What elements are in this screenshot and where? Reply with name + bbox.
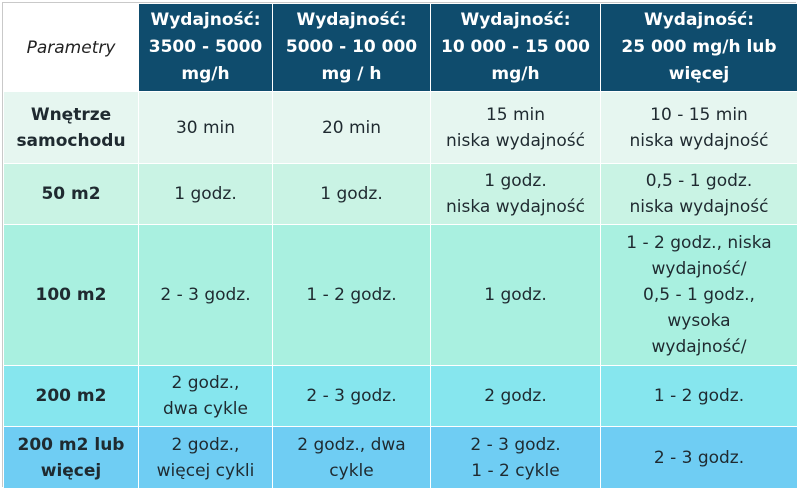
table-cell: 1 godz. bbox=[430, 224, 601, 366]
header-col-1-line-3: mg/h bbox=[181, 64, 230, 84]
table-cell: 2 godz., dwa cykle bbox=[272, 426, 431, 489]
table-cell: 2 - 3 godz. bbox=[138, 224, 273, 366]
cell-line: 1 godz. bbox=[174, 184, 237, 204]
cell-line: więcej cykli bbox=[156, 460, 255, 481]
header-col-3-line-1: Wydajność: bbox=[460, 10, 571, 30]
header-col-4-line-1: Wydajność: bbox=[643, 10, 755, 30]
table-cell: 15 min niska wydajność bbox=[430, 91, 601, 164]
table-cell: 1 godz. niska wydajność bbox=[430, 163, 601, 225]
cell-line: 1 godz. bbox=[484, 171, 547, 191]
row-label-50-m2: 50 m2 bbox=[3, 163, 139, 225]
cell-line: 2 - 3 godz. bbox=[653, 447, 745, 468]
table-row-200-m2: 200 m2 2 godz., dwa cykle 2 - 3 godz. 2 … bbox=[3, 365, 798, 427]
table-cell: 0,5 - 1 godz. niska wydajność bbox=[600, 163, 798, 225]
cell-line: 2 godz., bbox=[171, 373, 240, 393]
row-label-wnetrze-samochodu: Wnętrze samochodu bbox=[3, 91, 139, 164]
header-col-2-line-3: mg / h bbox=[321, 64, 382, 84]
cell-line: 2 - 3 godz. bbox=[306, 386, 397, 406]
header-col-2-line-2: 5000 - 10 000 bbox=[285, 37, 418, 57]
table-cell: 2 godz., więcej cykli bbox=[138, 426, 273, 489]
cell-line: 1 - 2 godz., niska bbox=[626, 233, 772, 253]
table-cell: 10 - 15 min niska wydajność bbox=[600, 91, 798, 164]
cell-line: 1 godz. bbox=[484, 285, 547, 305]
table-row-200-m2-lub-wiecej: 200 m2 lub więcej 2 godz., więcej cykli … bbox=[3, 426, 798, 489]
table-cell: 1 - 2 godz. bbox=[600, 365, 798, 427]
header-col-4: Wydajność: 25 000 mg/h lub więcej bbox=[600, 3, 798, 92]
cell-line: 20 min bbox=[321, 117, 382, 138]
cell-line: 2 - 3 godz. bbox=[160, 285, 251, 305]
table-row-50-m2: 50 m2 1 godz. 1 godz. 1 godz. niska wyda… bbox=[3, 163, 798, 225]
header-col-3-line-2: 10 000 - 15 000 bbox=[440, 37, 590, 57]
cell-line: 2 godz., bbox=[171, 434, 240, 455]
row-label-200-m2: 200 m2 bbox=[3, 365, 139, 427]
table-cell: 1 - 2 godz., niska wydajność/ 0,5 - 1 go… bbox=[600, 224, 798, 366]
table-cell: 30 min bbox=[138, 91, 273, 164]
table-cell: 2 - 3 godz. bbox=[272, 365, 431, 427]
cell-line: niska wydajność bbox=[629, 197, 769, 217]
table-cell: 1 godz. bbox=[272, 163, 431, 225]
cell-line: wysoka bbox=[667, 311, 731, 331]
table-cell: 1 godz. bbox=[138, 163, 273, 225]
header-col-4-line-2: 25 000 mg/h lub bbox=[621, 37, 777, 57]
cell-line: 2 - 3 godz. bbox=[470, 434, 561, 455]
cell-line: 30 min bbox=[175, 117, 236, 138]
cell-line: niska wydajność bbox=[446, 130, 585, 151]
row-label-line: Wnętrze bbox=[30, 104, 112, 125]
header-col-2-line-1: Wydajność: bbox=[296, 10, 407, 30]
header-col-3: Wydajność: 10 000 - 15 000 mg/h bbox=[430, 3, 601, 92]
table-row-100-m2: 100 m2 2 - 3 godz. 1 - 2 godz. 1 godz. 1… bbox=[3, 224, 798, 366]
cell-line: 1 godz. bbox=[320, 184, 383, 204]
cell-line: 0,5 - 1 godz. bbox=[645, 171, 753, 191]
cell-line: 10 - 15 min bbox=[650, 104, 748, 125]
header-col-1: Wydajność: 3500 - 5000 mg/h bbox=[138, 3, 273, 92]
cell-line: 1 - 2 cykle bbox=[471, 460, 560, 481]
cell-line: 15 min bbox=[485, 104, 546, 125]
header-col-2: Wydajność: 5000 - 10 000 mg / h bbox=[272, 3, 431, 92]
row-label-line: 100 m2 bbox=[35, 285, 107, 305]
table-cell: 1 - 2 godz. bbox=[272, 224, 431, 366]
cell-line: 2 godz., dwa bbox=[297, 434, 406, 455]
cell-line: 1 - 2 godz. bbox=[306, 285, 397, 305]
cell-line: niska wydajność bbox=[629, 130, 769, 151]
header-col-1-line-1: Wydajność: bbox=[150, 10, 261, 30]
row-label-100-m2: 100 m2 bbox=[3, 224, 139, 366]
row-label-line: 50 m2 bbox=[41, 184, 101, 204]
table-cell: 2 godz., dwa cykle bbox=[138, 365, 273, 427]
row-label-200-m2-lub-wiecej: 200 m2 lub więcej bbox=[3, 426, 139, 489]
header-parametry: Parametry bbox=[3, 3, 139, 92]
cell-line: 1 - 2 godz. bbox=[653, 386, 745, 406]
header-col-4-line-3: więcej bbox=[668, 64, 730, 84]
row-label-line: 200 m2 bbox=[35, 386, 107, 406]
row-label-line: samochodu bbox=[16, 130, 126, 151]
ozone-generator-table: Parametry Wydajność: 3500 - 5000 mg/h Wy… bbox=[3, 3, 798, 489]
table-cell: 20 min bbox=[272, 91, 431, 164]
cell-line: niska wydajność bbox=[446, 197, 585, 217]
table-row-wnetrze-samochodu: Wnętrze samochodu 30 min 20 min 15 min n… bbox=[3, 91, 798, 164]
cell-line: 0,5 - 1 godz., bbox=[643, 285, 755, 305]
row-label-line: 200 m2 lub bbox=[17, 434, 125, 455]
cell-line: wydajność/ bbox=[651, 337, 747, 357]
header-row: Parametry Wydajność: 3500 - 5000 mg/h Wy… bbox=[3, 3, 798, 92]
table-cell: 2 - 3 godz. 1 - 2 cykle bbox=[430, 426, 601, 489]
table-cell: 2 godz. bbox=[430, 365, 601, 427]
cell-line: wydajność/ bbox=[651, 259, 747, 279]
header-col-3-line-3: mg/h bbox=[491, 64, 540, 84]
cell-line: dwa cykle bbox=[163, 399, 248, 419]
cell-line: 2 godz. bbox=[484, 386, 547, 406]
row-label-line: więcej bbox=[40, 460, 102, 481]
table-cell: 2 - 3 godz. bbox=[600, 426, 798, 489]
header-parametry-label: Parametry bbox=[26, 37, 116, 58]
header-col-1-line-2: 3500 - 5000 bbox=[148, 37, 263, 57]
cell-line: cykle bbox=[329, 460, 374, 481]
